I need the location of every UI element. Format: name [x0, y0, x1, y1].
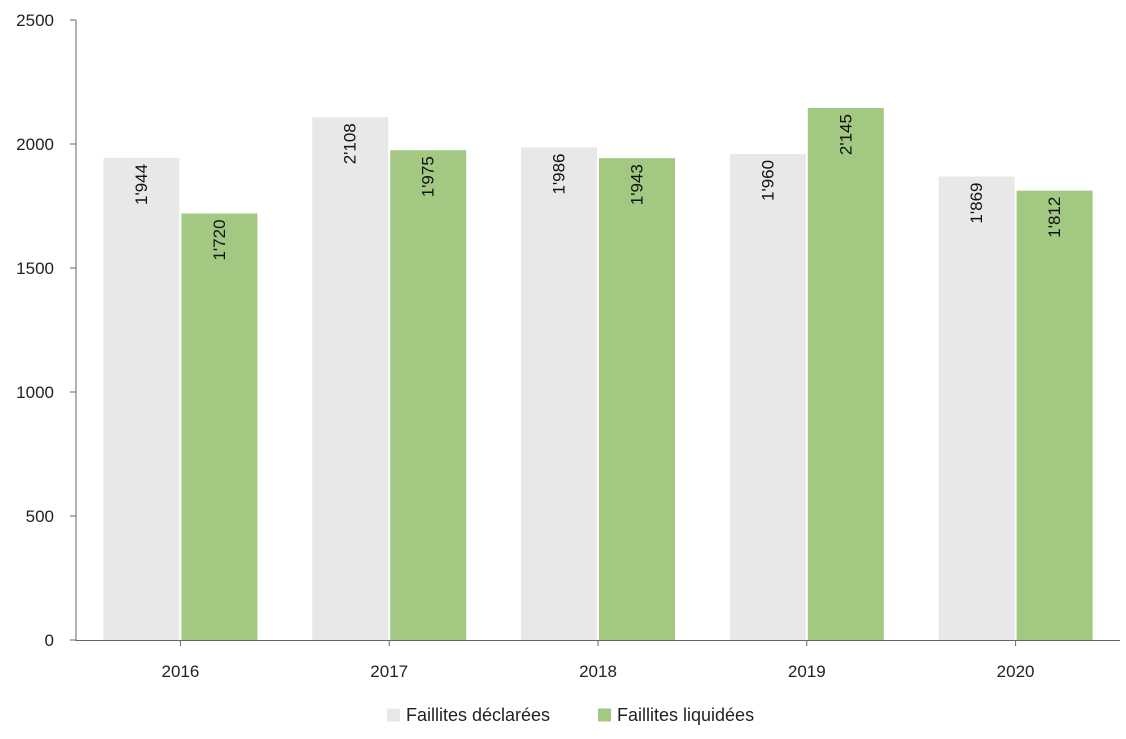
x-tick-label: 2019	[788, 662, 826, 681]
data-label: 1'960	[758, 160, 777, 201]
y-tick-label: 1000	[16, 383, 54, 402]
legend-label-liquidated: Faillites liquidées	[617, 705, 754, 725]
data-label: 1'975	[419, 156, 438, 197]
data-label: 1'943	[628, 164, 647, 205]
bar-liquidated-2017	[390, 150, 467, 640]
y-axis: 0 500 1000 1500 2000 2500	[16, 11, 77, 650]
x-tick-label: 2017	[370, 662, 408, 681]
x-tick-label: 2016	[161, 662, 199, 681]
bar-declared-2016	[103, 157, 180, 640]
bars	[103, 108, 1093, 641]
legend-swatch-declared	[387, 708, 400, 722]
bar-liquidated-2019	[807, 108, 884, 641]
data-label: 1'720	[210, 219, 229, 260]
legend-label-declared: Faillites déclarées	[406, 705, 550, 725]
legend: Faillites déclarées Faillites liquidées	[387, 705, 754, 725]
y-tick-label: 1500	[16, 259, 54, 278]
data-label: 1'869	[967, 182, 986, 223]
bar-liquidated-2018	[599, 158, 675, 641]
data-label: 1'812	[1045, 197, 1064, 238]
bar-declared-2019	[729, 153, 806, 641]
bar-declared-2018	[521, 147, 597, 641]
data-label: 2'145	[836, 114, 855, 155]
y-tick-label: 2500	[16, 11, 54, 30]
bar-declared-2017	[312, 117, 389, 640]
x-axis: 2016 2017 2018 2019 2020	[76, 640, 1120, 681]
data-label: 1'944	[132, 164, 151, 205]
y-tick-label: 2000	[16, 135, 54, 154]
x-tick-label: 2018	[579, 662, 617, 681]
y-tick-label: 0	[45, 631, 54, 650]
legend-swatch-liquidated	[598, 708, 611, 722]
bar-liquidated-2016	[181, 213, 258, 640]
y-tick-label: 500	[26, 507, 54, 526]
data-label: 1'986	[550, 153, 569, 194]
bar-declared-2020	[938, 176, 1015, 640]
data-labels: 1'944 1'720 2'108 1'975 1'986 1'943 1'960 2'145…	[132, 114, 1064, 260]
data-label: 2'108	[341, 123, 360, 164]
x-tick-label: 2020	[997, 662, 1035, 681]
bar-liquidated-2020	[1016, 190, 1093, 640]
